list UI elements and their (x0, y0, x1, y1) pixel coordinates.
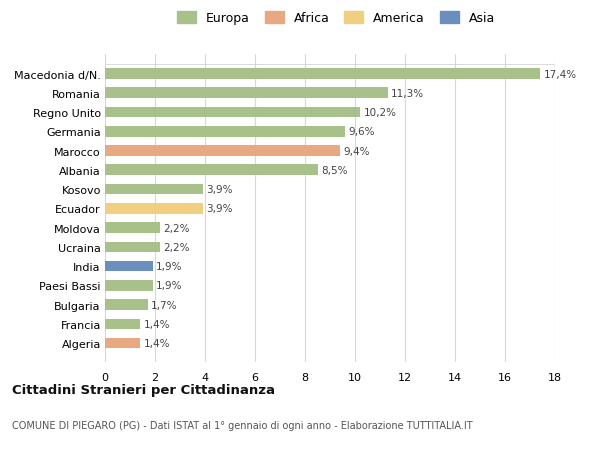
Text: 2,2%: 2,2% (164, 223, 190, 233)
Text: 1,9%: 1,9% (156, 262, 183, 271)
Text: 3,9%: 3,9% (206, 185, 233, 195)
Bar (105, 242, 160, 252)
Bar (105, 127, 345, 137)
Text: 1,4%: 1,4% (144, 338, 170, 348)
Bar (105, 203, 203, 214)
Bar (105, 107, 360, 118)
Text: 9,4%: 9,4% (344, 146, 370, 156)
Text: Cittadini Stranieri per Cittadinanza: Cittadini Stranieri per Cittadinanza (12, 383, 275, 396)
Text: 1,4%: 1,4% (144, 319, 170, 329)
Bar (105, 319, 140, 330)
Bar (105, 261, 152, 272)
Text: 17,4%: 17,4% (544, 69, 577, 79)
Bar (105, 165, 317, 176)
Bar (105, 300, 148, 310)
Bar (105, 88, 388, 99)
Text: 1,9%: 1,9% (156, 281, 183, 291)
Bar (105, 185, 203, 195)
Text: 9,6%: 9,6% (349, 127, 375, 137)
Text: 1,7%: 1,7% (151, 300, 178, 310)
Text: 11,3%: 11,3% (391, 89, 424, 99)
Text: COMUNE DI PIEGARO (PG) - Dati ISTAT al 1° gennaio di ogni anno - Elaborazione TU: COMUNE DI PIEGARO (PG) - Dati ISTAT al 1… (12, 420, 473, 430)
Bar (105, 223, 160, 233)
Bar (105, 280, 152, 291)
Bar (105, 146, 340, 157)
Text: 8,5%: 8,5% (321, 165, 348, 175)
Bar (105, 69, 540, 79)
Bar (105, 338, 140, 349)
Legend: Europa, Africa, America, Asia: Europa, Africa, America, Asia (173, 9, 499, 29)
Text: 10,2%: 10,2% (364, 108, 397, 118)
Text: 3,9%: 3,9% (206, 204, 233, 214)
Text: 2,2%: 2,2% (164, 242, 190, 252)
